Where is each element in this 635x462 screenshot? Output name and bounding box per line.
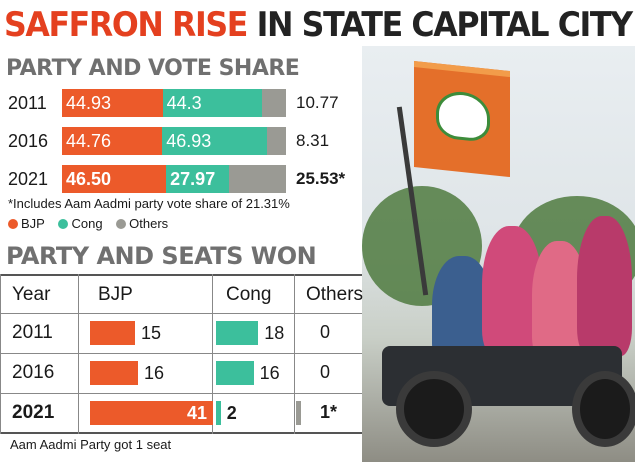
rally-photo <box>362 46 635 462</box>
table-row-divider <box>0 393 362 394</box>
vote-footnote: *Includes Aam Aadmi party vote share of … <box>8 196 290 211</box>
seat-bar-bjp-2011 <box>90 321 135 345</box>
table-border-left <box>0 274 1 434</box>
legend-item-cong: Cong <box>58 216 103 231</box>
table-row-divider <box>0 353 362 354</box>
table-header-bjp: BJP <box>98 284 133 305</box>
vote-share-heading: PARTY AND VOTE SHARE <box>6 56 300 81</box>
legend-label-cong: Cong <box>71 216 103 231</box>
vote-year-2011: 2011 <box>8 93 47 113</box>
vote-bar-bjp-2016: 44.76 <box>62 127 163 155</box>
seat-value-cong-2021: 2 <box>226 403 237 423</box>
legend: BJP Cong Others <box>8 216 178 232</box>
seat-value-cong-2016: 16 <box>259 363 280 383</box>
vote-label-others-2011: 10.77 <box>296 93 339 112</box>
table-divider <box>78 274 79 434</box>
seat-value-others-2021: 1* <box>320 402 338 422</box>
seats-footnote: Aam Aadmi Party got 1 seat <box>10 437 172 452</box>
table-row-year: 2011 <box>12 322 53 343</box>
vote-label-others-2016: 8.31 <box>296 131 330 150</box>
legend-swatch-bjp <box>8 219 18 229</box>
seats-heading: PARTY AND SEATS WON <box>6 242 317 270</box>
seat-value-bjp-2011: 15 <box>141 323 162 343</box>
legend-swatch-cong <box>58 219 69 229</box>
legend-label-bjp: BJP <box>21 216 45 231</box>
table-header-year: Year <box>12 284 51 305</box>
seat-bar-others-2021 <box>296 401 301 425</box>
vote-bar-others-2021 <box>228 165 286 193</box>
table-divider <box>212 274 213 434</box>
legend-label-others: Others <box>129 216 169 231</box>
vote-bar-cong-2016: 46.93 <box>162 127 268 155</box>
title-rest: IN STATE CAPITAL CITY <box>256 5 633 45</box>
vote-bar-bjp-2011: 44.93 <box>62 89 163 117</box>
seat-bar-cong-2016 <box>216 361 254 385</box>
vote-bar-others-2016 <box>267 127 286 155</box>
vote-bar-bjp-2021: 46.50 <box>62 165 167 193</box>
vote-year-2016: 2016 <box>8 131 49 151</box>
seat-bar-cong-2021 <box>216 401 221 425</box>
table-row-divider <box>0 313 362 314</box>
vote-bar-cong-2011: 44.3 <box>162 89 262 117</box>
party-flag <box>414 60 510 178</box>
vote-label-others-2021: 25.53* <box>296 169 346 188</box>
seat-value-bjp-2016: 16 <box>144 363 165 383</box>
vote-year-2021: 2021 <box>8 169 49 189</box>
title-highlight: SAFFRON RISE <box>4 5 248 45</box>
seat-value-bjp-2021: 41 <box>187 403 208 423</box>
seat-bar-bjp-2021 <box>90 401 213 425</box>
legend-swatch-others <box>116 219 127 229</box>
legend-item-bjp: BJP <box>8 216 45 231</box>
seat-value-others-2016: 0 <box>320 362 331 382</box>
table-header-cong: Cong <box>226 284 272 305</box>
seat-value-cong-2011: 18 <box>264 323 285 343</box>
vote-bar-others-2011 <box>261 89 286 117</box>
table-divider <box>294 274 295 434</box>
legend-item-others: Others <box>116 216 168 231</box>
seat-bar-cong-2011 <box>216 321 259 345</box>
table-row-year: 2016 <box>12 362 55 383</box>
page-title: SAFFRON RISE IN STATE CAPITAL CITY <box>4 3 633 47</box>
vote-bar-cong-2021: 27.97 <box>166 165 229 193</box>
lotus-icon <box>436 89 490 143</box>
table-header-others: Others <box>306 284 364 305</box>
table-row-year: 2021 <box>12 402 55 423</box>
seat-bar-bjp-2016 <box>90 361 138 385</box>
seat-value-others-2011: 0 <box>320 322 331 342</box>
